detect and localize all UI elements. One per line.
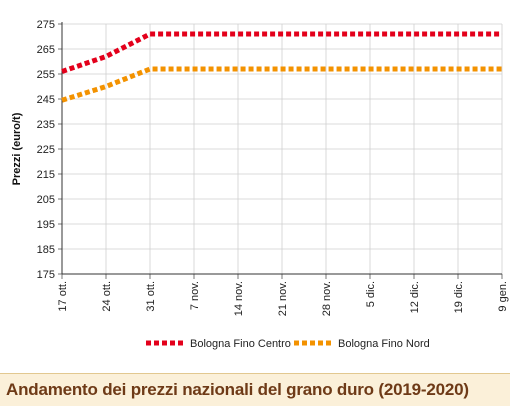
y-tick-label: 215 [37,169,55,181]
x-tick-label: 28 nov. [321,281,333,316]
chart-svg: 175 185 195 205 215 225 235 245 255 265 275 17 ott.… [11,19,509,350]
y-tick-label: 245 [37,94,55,106]
x-tick-label: 7 nov. [189,281,201,310]
y-axis-label: Prezzi (euro/t) [11,112,23,185]
chart-title: Andamento dei prezzi nazionali del grano… [6,380,469,399]
x-tick-label: 17 ott. [57,281,69,312]
y-tick-label: 205 [37,194,55,206]
x-tick-label: 9 gen. [497,281,509,312]
x-tick-label: 19 dic. [453,281,465,313]
y-tick-label: 235 [37,119,55,131]
legend-label-2: Bologna Fino Nord [338,338,430,350]
legend-label-1: Bologna Fino Centro [190,338,291,350]
y-tick-label: 265 [37,44,55,56]
y-tick-label: 185 [37,244,55,256]
y-tick-label: 275 [37,19,55,31]
y-tick-label: 175 [37,269,55,281]
y-tick-label: 225 [37,144,55,156]
x-tick-label: 12 dic. [409,281,421,313]
x-tick-label: 24 ott. [101,281,113,312]
x-tick-label: 21 nov. [277,281,289,316]
x-tick-label: 14 nov. [233,281,245,316]
x-tick-label: 31 ott. [145,281,157,312]
y-tick-label: 255 [37,69,55,81]
chart-title-bar: Andamento dei prezzi nazionali del grano… [0,373,510,406]
y-tick-label: 195 [37,219,55,231]
x-tick-label: 5 dic. [365,281,377,307]
